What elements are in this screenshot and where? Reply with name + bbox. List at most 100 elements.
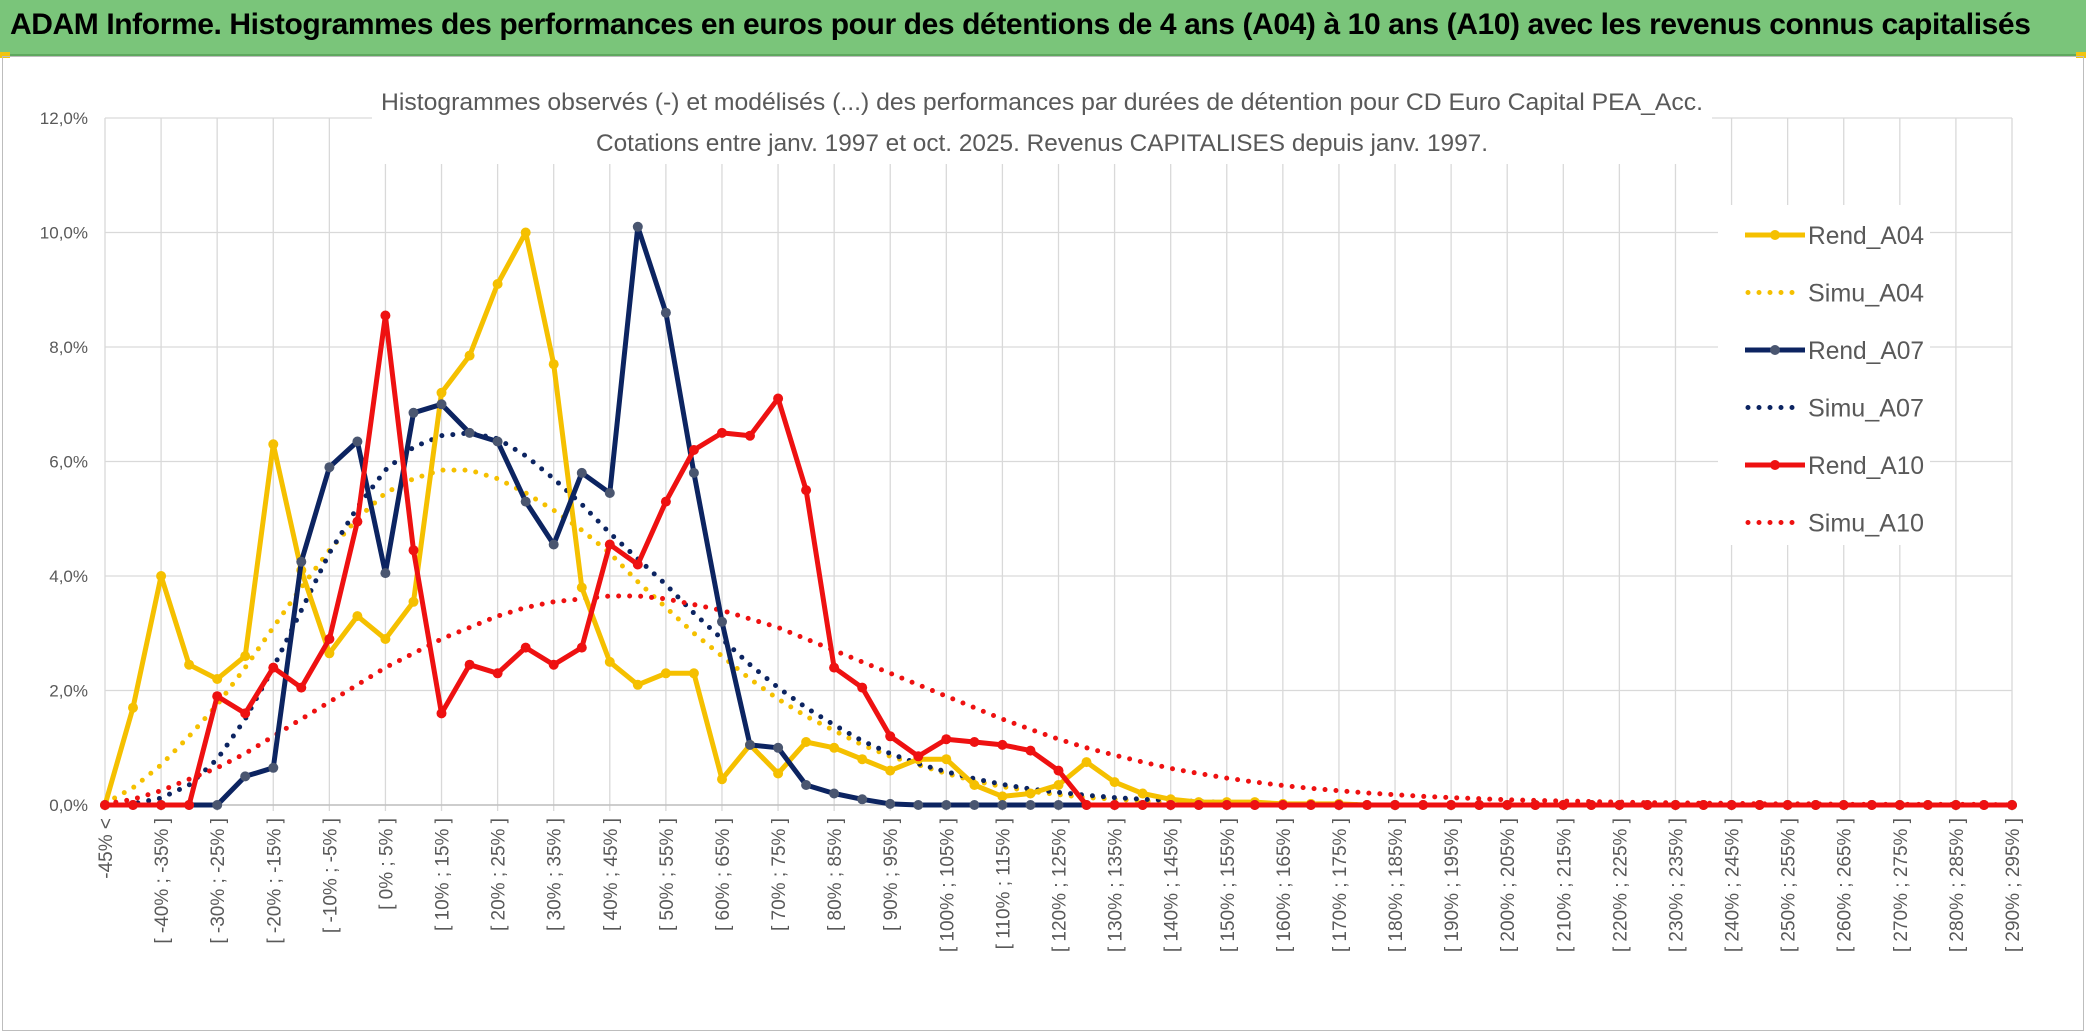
data-point-Rend_A10 [436,708,447,719]
chart-titles: Histogrammes observés (-) et modélisés (… [372,78,1712,164]
data-point-Rend_A10 [1362,800,1372,810]
data-point-Rend_A07 [492,436,503,447]
data-point-Rend_A10 [1586,800,1597,810]
data-point-Rend_A04 [857,754,868,765]
data-point-Rend_A07 [548,539,559,550]
x-tick-label: [ 240% ; 245% ] [1723,818,1744,952]
data-point-Rend_A04 [548,359,559,370]
data-point-Rend_A07 [913,800,924,810]
data-point-Rend_A10 [296,682,307,693]
data-point-Rend_A04 [941,754,952,765]
data-point-Rend_A10 [1137,800,1148,810]
data-point-Rend_A04 [688,668,699,679]
data-point-Rend_A07 [212,800,223,810]
data-point-Rend_A07 [997,800,1008,810]
data-point-Rend_A04 [408,596,419,607]
data-point-Rend_A10 [212,691,223,702]
data-point-Rend_A10 [941,734,952,745]
data-point-Rend_A04 [184,659,195,670]
data-point-Rend_A07 [745,739,755,750]
data-point-Rend_A07 [408,407,419,418]
data-point-Rend_A07 [520,496,531,507]
x-tick-label: -45% < [96,818,117,879]
x-tick-label: [ -20% ; -15% ] [264,818,285,944]
data-point-Rend_A07 [969,800,980,810]
data-point-Rend_A10 [1418,800,1429,810]
data-point-Rend_A10 [1614,800,1625,810]
data-point-Rend_A04 [829,742,840,753]
data-point-Rend_A10 [408,545,419,556]
data-point-Rend_A10 [184,800,195,810]
data-point-Rend_A10 [1838,800,1849,810]
data-point-Rend_A04 [464,350,475,361]
data-point-Rend_A04 [268,439,279,450]
data-point-Rend_A10 [1390,800,1400,810]
x-tick-label: [ 150% ; 155% ] [1218,818,1239,952]
legend-background [1718,205,1930,545]
data-point-Rend_A10 [1165,800,1176,810]
data-point-Rend_A04 [240,651,251,662]
x-tick-label: [ 140% ; 145% ] [1162,818,1183,952]
data-point-Rend_A10 [464,659,475,670]
x-tick-label: [ 290% ; 295% ] [2003,818,2024,952]
legend-label-Rend_A10: Rend_A10 [1808,452,1924,480]
x-tick-label: [ 210% ; 215% ] [1554,818,1575,952]
series-line-Simu_A07 [102,430,2015,808]
data-point-Rend_A10 [717,427,727,438]
y-tick-label: 4,0% [49,567,88,586]
data-point-Rend_A10 [997,739,1008,750]
data-point-Rend_A07 [688,467,699,478]
data-point-Rend_A04 [212,674,223,684]
data-point-Rend_A04 [1109,777,1120,788]
data-point-Rend_A10 [1894,800,1905,810]
chart-title: Histogrammes observés (-) et modélisés (… [381,89,1703,116]
data-point-Rend_A10 [1726,800,1737,810]
data-point-Rend_A04 [520,227,531,238]
x-tick-label: [ 260% ; 265% ] [1835,818,1856,952]
legend-marker-Rend_A04 [1770,230,1780,240]
x-tick-label: [ 50% ; 55% ] [657,818,678,931]
x-tick-label: [ 100% ; 105% ] [937,818,958,952]
data-point-Rend_A10 [1754,800,1765,810]
data-point-Rend_A10 [1249,800,1260,810]
x-tick-label: [ -10% ; -5% ] [320,818,341,933]
data-point-Rend_A07 [829,788,840,799]
data-point-Rend_A10 [1193,800,1204,810]
data-point-Rend_A07 [1025,800,1036,810]
data-point-Rend_A07 [717,616,727,627]
x-tick-label: [ -40% ; -35% ] [152,818,173,944]
x-tick-label: [ 250% ; 255% ] [1779,818,1800,952]
data-point-Rend_A07 [576,467,587,478]
data-point-Rend_A04 [156,571,167,581]
y-tick-label: 6,0% [49,453,88,472]
data-point-Rend_A07 [660,307,671,318]
legend-label-Rend_A07: Rend_A07 [1808,337,1924,365]
data-point-Rend_A10 [1698,800,1709,810]
data-point-Rend_A04 [604,656,615,667]
data-point-Rend_A07 [885,798,896,809]
data-point-Rend_A10 [100,800,110,810]
data-point-Rend_A10 [1530,800,1541,810]
data-point-Rend_A10 [801,485,812,496]
chart-frame [2,56,2084,1031]
y-tick-label: 2,0% [49,682,88,701]
data-point-Rend_A04 [492,279,503,289]
chart-legend: Rend_A04 Simu_A04 Rend_A07 Simu_A07 Rend_A10… [1718,205,1930,545]
y-tick-label: 0,0% [49,796,88,815]
data-point-Rend_A10 [969,737,980,747]
x-tick-label: [ 180% ; 185% ] [1386,818,1407,952]
x-tick-label: [ 200% ; 205% ] [1498,818,1519,952]
report-banner: ADAM Informe. Histogrammes des performan… [0,0,2086,56]
data-point-Rend_A07 [352,436,363,447]
data-point-Rend_A10 [2007,800,2017,810]
data-point-Rend_A10 [1446,800,1457,810]
data-point-Rend_A07 [324,462,335,473]
data-point-Rend_A10 [324,634,335,644]
x-tick-label: [ 230% ; 235% ] [1666,818,1687,952]
data-point-Rend_A10 [913,751,924,762]
data-point-Rend_A10 [1109,800,1120,810]
legend-label-Simu_A04: Simu_A04 [1808,280,1924,308]
data-point-Rend_A10 [1333,800,1344,810]
data-point-Rend_A07 [604,488,615,498]
data-point-Rend_A07 [1053,800,1064,810]
